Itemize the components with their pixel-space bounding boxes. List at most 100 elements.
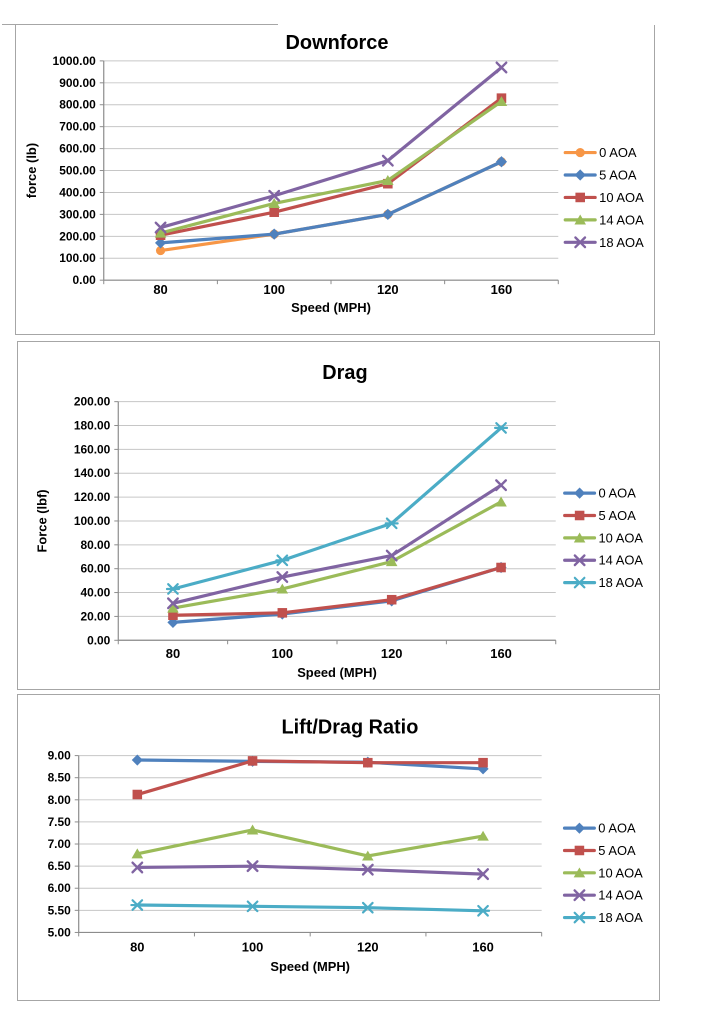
series-marker-18-aoa <box>130 899 145 911</box>
y-tick-label: 500.00 <box>59 164 96 178</box>
y-tick-label: 1000.00 <box>53 54 97 68</box>
legend-marker <box>573 532 586 543</box>
downforce-chart: 0.00 100.00 200.00 300.00 400.00 500.00 600.00… <box>15 25 655 335</box>
x-tick-label: 160 <box>472 939 494 954</box>
legend-label: 0 AOA <box>599 145 637 160</box>
series-line-0-aoa <box>158 160 504 253</box>
x-tick-label: 100 <box>242 939 264 954</box>
legend-label: 18 AOA <box>598 910 643 925</box>
series-marker-14-aoa <box>361 863 374 876</box>
y-tick-label: 100.00 <box>74 514 111 528</box>
x-axis-title: Speed (MPH) <box>291 300 371 315</box>
y-tick-label: 120.00 <box>74 490 111 504</box>
series-marker-5-aoa <box>268 228 280 240</box>
y-tick-label: 140.00 <box>74 466 111 480</box>
series-marker-18-aoa <box>245 900 260 913</box>
y-axis-title: Force (lbf) <box>35 489 50 552</box>
x-tick-label: 80 <box>153 282 167 297</box>
chart-title: Downforce <box>286 32 389 54</box>
legend-label: 0 AOA <box>598 821 636 836</box>
series-marker-5-aoa <box>496 562 506 573</box>
chart-title: Lift/Drag Ratio <box>282 717 419 739</box>
series-marker-10-aoa <box>167 602 179 613</box>
y-tick-label: 9.00 <box>48 749 72 763</box>
series-line-18-aoa <box>135 903 485 913</box>
y-tick-label: 20.00 <box>80 609 110 623</box>
legend-label: 0 AOA <box>599 486 637 501</box>
y-tick-label: 8.00 <box>48 793 72 807</box>
y-tick-label: 160.00 <box>74 442 111 456</box>
series-marker-5-aoa <box>386 594 397 605</box>
legend-marker <box>574 845 585 856</box>
legend-marker <box>572 911 587 924</box>
legend-marker <box>575 192 585 203</box>
series-marker-18-aoa <box>268 189 281 202</box>
series-marker-10-aoa <box>495 496 507 507</box>
series-marker-18-aoa <box>275 554 290 567</box>
series-marker-5-aoa <box>277 608 288 618</box>
series-line-10-aoa <box>135 828 485 858</box>
y-tick-label: 5.50 <box>48 903 72 917</box>
chart-canvas: 0.00 100.00 200.00 300.00 400.00 500.00 600.00… <box>24 32 644 315</box>
legend-label: 5 AOA <box>598 843 636 858</box>
series-marker-5-aoa <box>154 237 167 249</box>
series-line-18-aoa <box>158 65 504 230</box>
x-tick-label: 160 <box>491 282 513 297</box>
drag-chart: 0.00 20.00 40.00 60.00 80.00 100.00 120.00 140.… <box>17 341 660 690</box>
chart-title: Drag <box>322 362 367 384</box>
chart-frame-artifact-line <box>2 24 278 25</box>
lift-drag-ratio-chart: 5.00 5.50 6.00 6.50 7.00 7.50 8.00 8.50 9.00 80 10… <box>17 694 660 1001</box>
legend-label: 14 AOA <box>598 888 643 903</box>
series-line-18-aoa <box>171 426 503 591</box>
series-marker-5-aoa <box>168 610 178 620</box>
legend-marker <box>575 148 585 158</box>
series-marker-18-aoa <box>381 154 394 167</box>
legend-marker <box>574 236 587 249</box>
legend-marker <box>572 576 587 589</box>
series-marker-5-aoa <box>132 789 143 800</box>
x-tick-label: 80 <box>130 939 144 954</box>
series-marker-10-aoa <box>385 556 398 567</box>
series-marker-14-aoa <box>495 96 508 107</box>
series-marker-10-aoa <box>246 824 259 835</box>
series-line-14-aoa <box>135 864 485 876</box>
legend-label: 10 AOA <box>599 190 644 205</box>
legend-marker <box>573 889 586 902</box>
y-tick-label: 5.00 <box>48 925 72 939</box>
series-marker-14-aoa <box>154 227 167 238</box>
x-tick-label: 160 <box>490 646 512 661</box>
series-marker-18-aoa <box>475 904 491 917</box>
x-tick-label: 120 <box>357 939 379 954</box>
series-marker-14-aoa <box>268 198 280 209</box>
legend-label: 10 AOA <box>599 530 644 545</box>
legend-label: 14 AOA <box>599 212 644 227</box>
legend-label: 5 AOA <box>599 168 637 183</box>
legend-label: 18 AOA <box>599 235 644 250</box>
y-tick-label: 400.00 <box>59 185 96 199</box>
series-line-5-aoa <box>171 565 503 617</box>
y-tick-label: 6.50 <box>48 859 72 873</box>
legend-label: 10 AOA <box>598 865 643 880</box>
series-marker-5-aoa <box>247 756 258 766</box>
legend-label: 18 AOA <box>599 575 644 590</box>
y-tick-label: 7.00 <box>48 837 72 851</box>
legend-marker <box>574 214 586 225</box>
x-axis-title: Speed (MPH) <box>297 665 377 680</box>
series-marker-18-aoa <box>165 583 181 595</box>
y-tick-label: 8.50 <box>48 771 72 785</box>
y-tick-label: 0.00 <box>87 633 111 647</box>
series-marker-5-aoa <box>495 156 508 168</box>
chart-canvas: 0.00 20.00 40.00 60.00 80.00 100.00 120.00 140.… <box>35 362 644 680</box>
y-tick-label: 40.00 <box>80 586 110 600</box>
series-marker-5-aoa <box>478 757 488 768</box>
series-marker-14-aoa <box>131 861 144 874</box>
legend-marker <box>573 867 586 878</box>
series-line-10-aoa <box>171 500 503 610</box>
series-marker-14-aoa <box>166 597 179 610</box>
y-axis-title: force (lb) <box>24 143 39 198</box>
x-axis-title: Speed (MPH) <box>270 959 350 974</box>
y-tick-label: 6.00 <box>48 881 72 895</box>
series-line-14-aoa <box>171 483 503 605</box>
y-tick-label: 60.00 <box>80 562 110 576</box>
y-tick-label: 100.00 <box>59 251 96 265</box>
